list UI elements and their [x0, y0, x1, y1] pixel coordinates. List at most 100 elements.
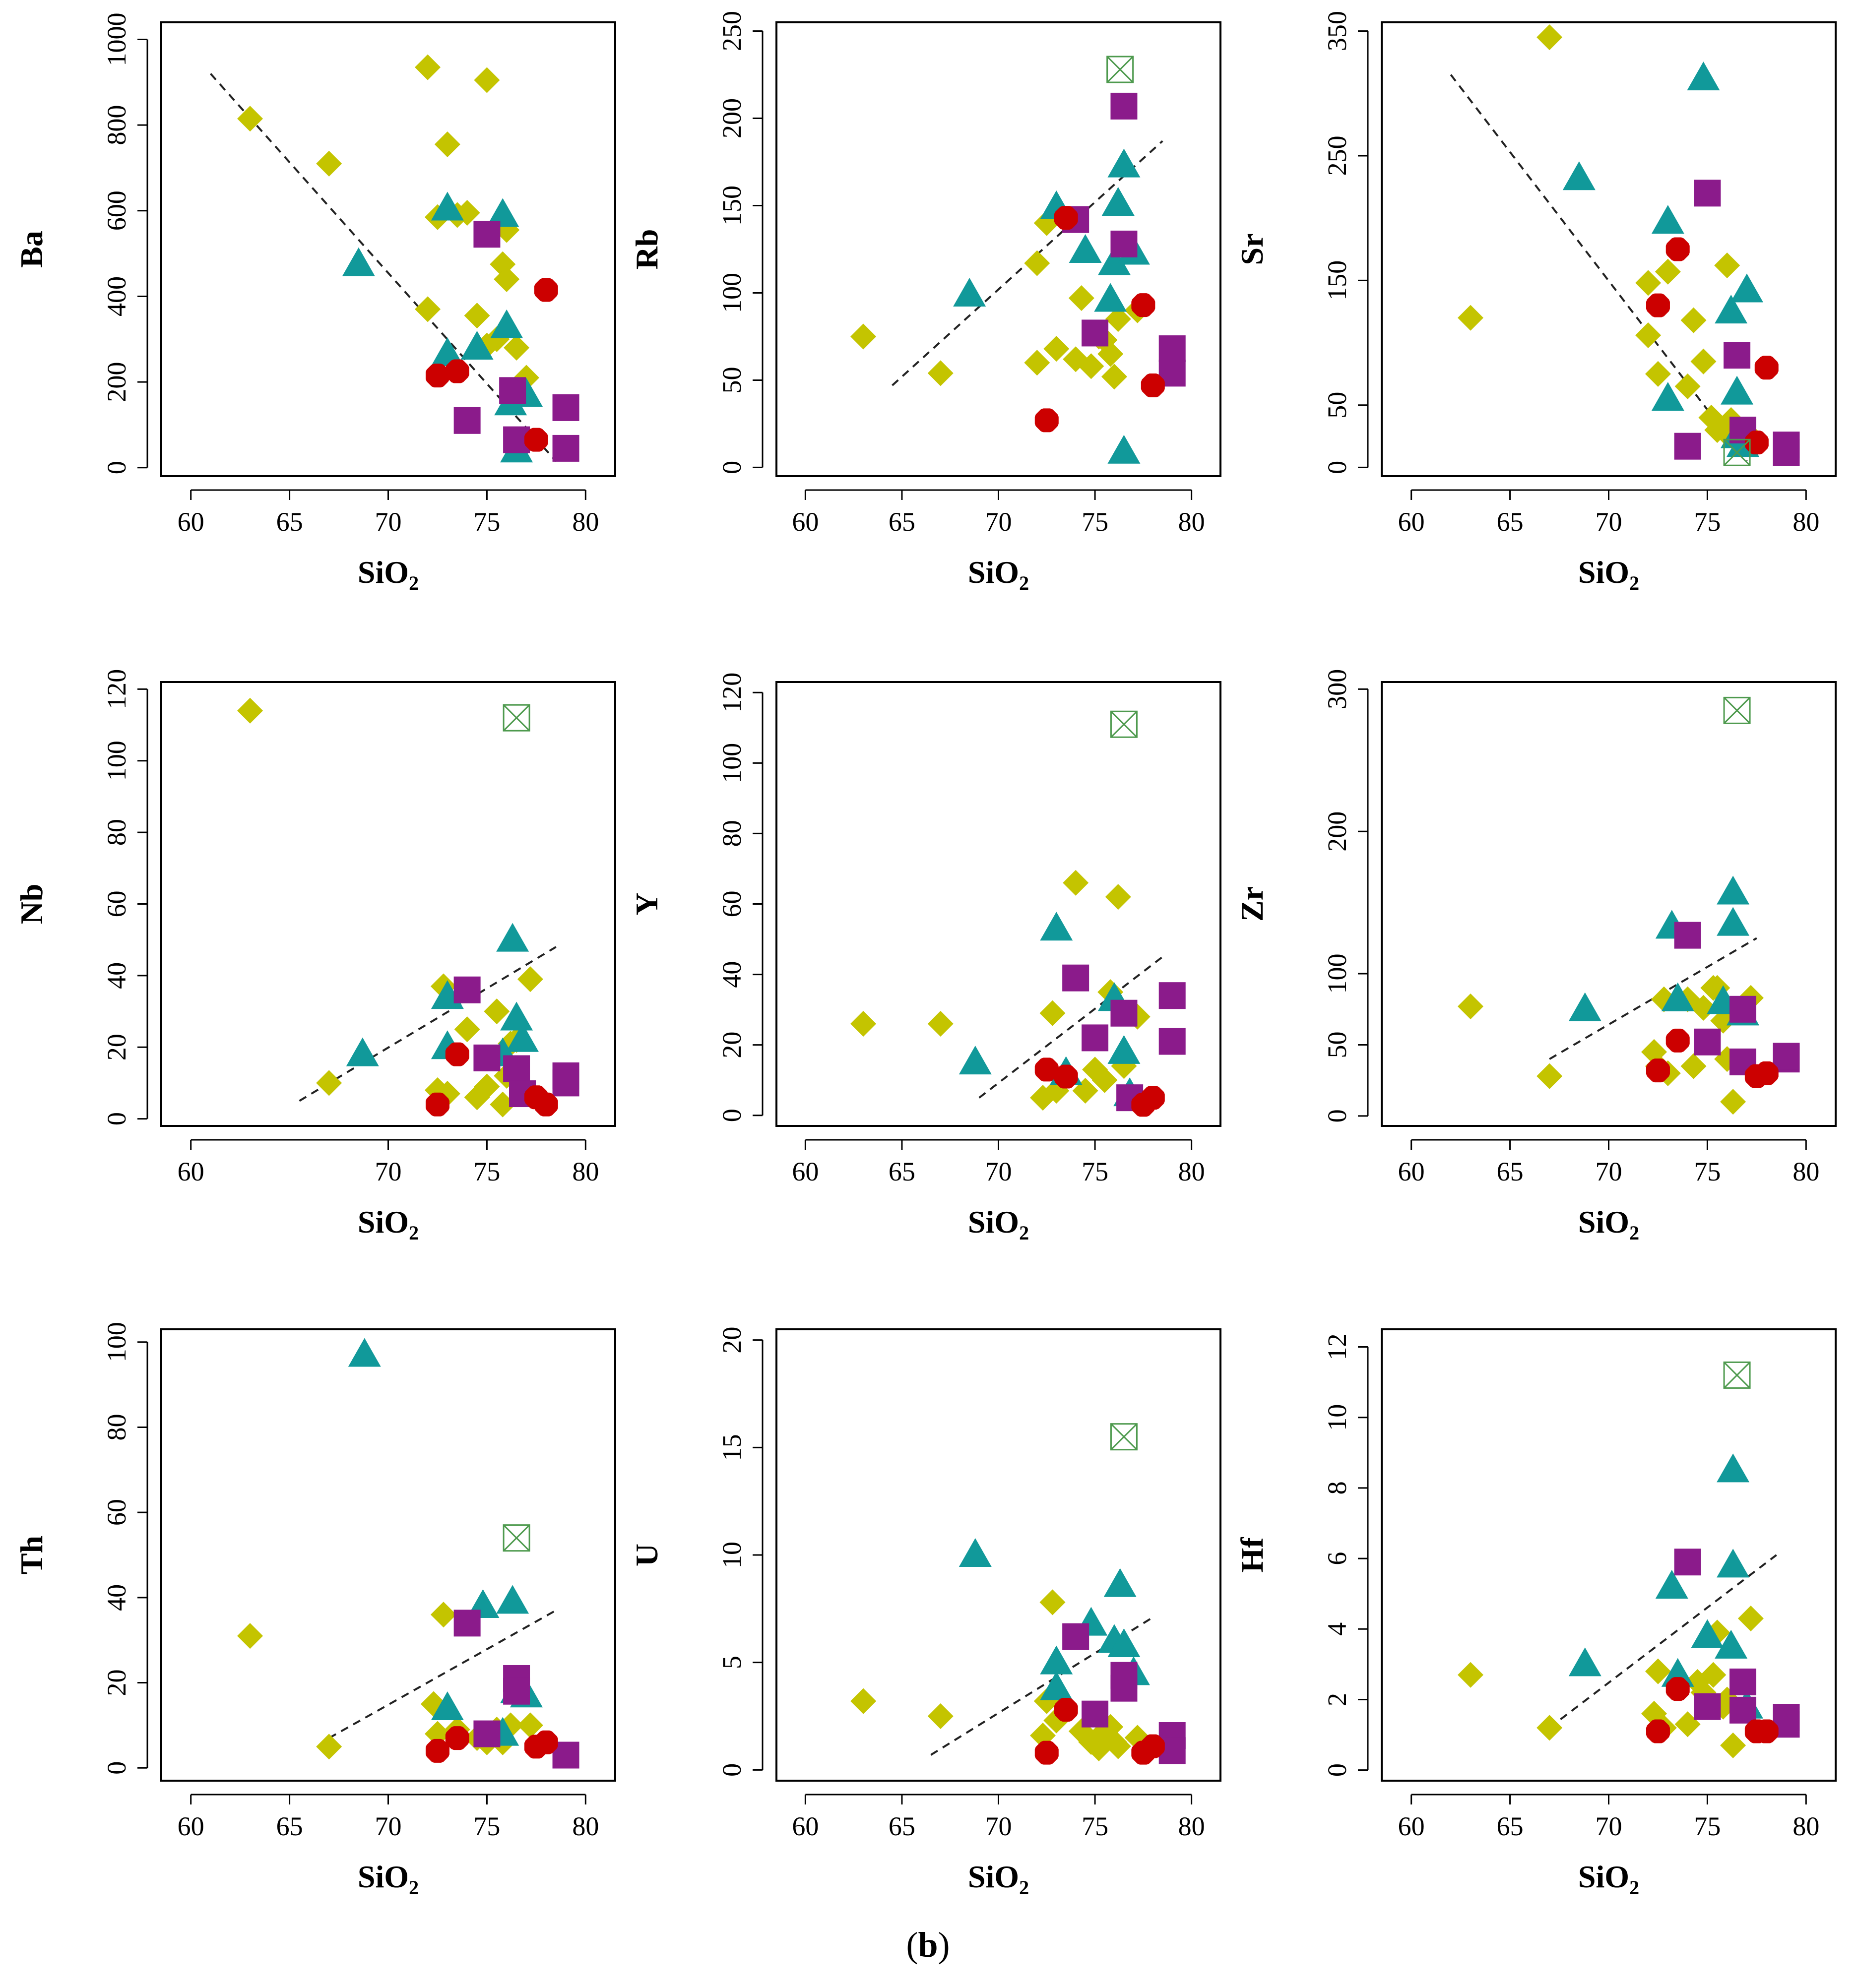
series-boxX [1110, 710, 1138, 738]
x-tick-label: 60 [178, 1811, 204, 1841]
open-box-point [1106, 56, 1134, 83]
cross-point [1054, 1065, 1078, 1088]
series-boxX [1723, 696, 1751, 724]
y-tick-label: 100 [102, 1322, 131, 1362]
y-axis-title: Hf [1234, 1537, 1270, 1573]
square-point [1110, 92, 1138, 120]
series-boxX [503, 1524, 530, 1552]
x-axis-title-subscript: 2 [1019, 1876, 1029, 1899]
open-box-point [1110, 1423, 1138, 1451]
caption-open: ( [906, 1925, 918, 1965]
triangle-point [1730, 273, 1763, 303]
y-tick-label: 20 [102, 1670, 131, 1696]
x-tick-label: 60 [178, 1157, 204, 1186]
triangle-point [431, 1691, 464, 1721]
series-boxX [1106, 56, 1134, 83]
diamond-point [1024, 250, 1050, 276]
diamond-point [927, 1703, 954, 1729]
square-point [1773, 439, 1800, 466]
cross-point [534, 1093, 558, 1116]
y-tick-label: 60 [102, 891, 131, 918]
x-axis-title-subscript: 2 [1019, 1222, 1029, 1244]
square-point [1062, 1623, 1089, 1650]
caption-close: ) [938, 1925, 950, 1965]
cross-point [524, 428, 548, 451]
diamond-point [316, 150, 342, 177]
y-tick-label: 120 [717, 673, 747, 713]
square-point [1674, 1549, 1701, 1576]
square-point [1158, 335, 1186, 363]
diamond-point [927, 1011, 954, 1037]
diamond-point [1105, 884, 1131, 910]
diamond-point [850, 323, 877, 350]
y-tick-label: 800 [102, 105, 131, 145]
square-point [552, 394, 579, 421]
open-box-point [1723, 1361, 1751, 1389]
triangle-point [1717, 1453, 1750, 1483]
x-axis-title: SiO2 [358, 555, 419, 594]
x-tick-label: 75 [1082, 1157, 1108, 1186]
x-tick-label: 70 [985, 507, 1012, 537]
panel-nb: 60 70 75 80 SiO2 0 20 40 60 80 100 120 Nb [14, 669, 616, 1244]
square-point [1674, 922, 1701, 949]
x-tick-label: 60 [1398, 507, 1425, 537]
square-point [1062, 964, 1089, 992]
diamond-point [1024, 350, 1050, 376]
y-axis-title: Zr [1234, 886, 1270, 922]
triangle-point [1103, 1568, 1137, 1597]
cross-point [1132, 294, 1155, 317]
x-tick-label: 70 [1596, 1811, 1622, 1841]
x-axis-title-subscript: 2 [409, 1876, 419, 1899]
y-tick-label: 20 [102, 1034, 131, 1060]
triangle-point [1661, 982, 1694, 1011]
x-tick-label: 80 [1178, 507, 1205, 537]
series-cross [425, 1726, 558, 1763]
diamond-point [1458, 305, 1484, 331]
diamond-point [498, 1712, 524, 1739]
square-point [473, 221, 501, 248]
series-diamond [237, 54, 539, 391]
x-tick-label: 75 [473, 1157, 500, 1186]
x-tick-label: 75 [1082, 1811, 1108, 1841]
cross-point [1035, 1741, 1058, 1764]
x-tick-label: 60 [1398, 1811, 1425, 1841]
series-cross [1646, 1677, 1779, 1743]
y-axis-title: Nb [14, 884, 49, 925]
y-tick-label: 50 [1322, 1031, 1352, 1058]
triangle-point [486, 198, 519, 227]
open-box-point [1110, 711, 1138, 738]
trend-line [328, 1609, 557, 1739]
diamond-point [1635, 270, 1662, 296]
diamond-point [517, 966, 543, 993]
series-boxX [503, 704, 530, 732]
x-tick-label: 60 [178, 507, 204, 537]
triangle-point [959, 1538, 992, 1567]
triangle-point [431, 191, 464, 221]
triangle-point [1040, 1671, 1073, 1700]
y-tick-label: 400 [102, 276, 131, 316]
diamond-point [237, 1623, 263, 1649]
series-diamond [850, 1589, 1151, 1761]
cross-point [534, 1731, 558, 1754]
diamond-point [1105, 306, 1131, 332]
y-tick-label: 0 [717, 461, 747, 474]
triangle-point [1717, 1549, 1750, 1578]
series-boxX [1110, 1423, 1138, 1451]
series-boxX [1723, 438, 1751, 466]
y-tick-label: 0 [717, 1763, 747, 1777]
series-square [1674, 1549, 1800, 1738]
triangle-point [1717, 907, 1750, 936]
diamond-point [316, 1070, 342, 1096]
panel-zr: 60 65 70 75 80 SiO2 0 50 100 200 300 Zr [1234, 669, 1837, 1244]
triangle-point [1568, 1647, 1601, 1677]
y-tick-label: 40 [717, 961, 747, 988]
x-tick-label: 70 [1596, 1157, 1622, 1186]
x-axis-title: SiO2 [1578, 555, 1639, 594]
plot-frame [1381, 1328, 1837, 1782]
x-axis-title-subscript: 2 [1629, 572, 1639, 594]
square-point [1082, 319, 1109, 347]
triangle-point [490, 309, 523, 338]
series-square [1062, 92, 1186, 387]
triangle-point [1040, 912, 1073, 941]
diamond-point [1063, 870, 1089, 896]
